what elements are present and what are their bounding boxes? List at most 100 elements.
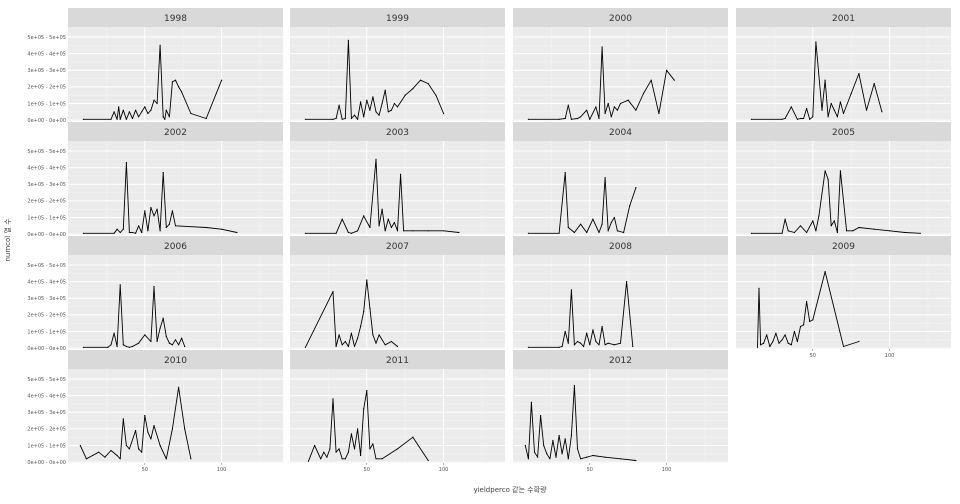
data-point: [122, 228, 124, 230]
plot-background: [513, 141, 728, 235]
facet-strip: [736, 236, 951, 255]
data-point: [153, 286, 155, 288]
data-point: [107, 346, 109, 348]
data-point: [836, 231, 839, 234]
data-point: [595, 106, 597, 108]
data-point: [178, 386, 180, 388]
data-point: [595, 340, 597, 343]
facet-strip: [68, 350, 283, 369]
data-point: [353, 114, 356, 116]
y-tick-label: 3e+05 - 3e+05: [27, 410, 66, 416]
data-point: [576, 448, 579, 450]
data-point: [144, 415, 146, 417]
data-point: [82, 232, 84, 234]
data-point: [858, 226, 860, 229]
data-point: [384, 230, 386, 232]
data-point: [781, 339, 783, 341]
data-point: [381, 102, 383, 105]
data-point: [168, 116, 170, 118]
facet-panel-2011: 2011 50 100: [290, 350, 505, 473]
data-point: [567, 104, 569, 106]
data-point: [393, 102, 395, 105]
plot-background: [736, 27, 951, 121]
data-point: [427, 230, 429, 232]
data-point: [784, 117, 786, 120]
data-point: [396, 345, 399, 348]
data-point: [839, 170, 842, 172]
data-point: [125, 444, 127, 447]
data-point: [168, 342, 170, 344]
data-point: [842, 345, 845, 348]
data-point: [363, 116, 365, 118]
data-point: [384, 344, 386, 346]
data-point: [833, 220, 835, 222]
series-line-2006: [83, 284, 186, 348]
data-point: [524, 444, 526, 447]
facet-strip-label: 2004: [609, 128, 632, 138]
data-point: [372, 443, 374, 445]
facet-strip: [513, 122, 728, 141]
data-point: [756, 346, 759, 348]
data-point: [412, 230, 414, 232]
data-point: [443, 112, 445, 115]
data-point: [122, 109, 124, 111]
data-point: [613, 106, 616, 108]
data-point: [150, 109, 152, 111]
data-point: [236, 231, 238, 234]
data-point: [350, 332, 352, 334]
data-point: [159, 44, 161, 46]
data-point: [156, 208, 158, 210]
data-point: [592, 454, 594, 457]
data-point: [763, 342, 765, 344]
data-point: [347, 231, 349, 234]
facet-strip-label: 1999: [386, 14, 409, 24]
facet-panel-2003: 2003: [290, 122, 505, 235]
data-point: [616, 230, 619, 232]
data-point: [147, 230, 149, 232]
data-point: [326, 456, 328, 458]
data-point: [344, 117, 346, 120]
data-point: [527, 346, 530, 348]
data-point: [372, 96, 374, 98]
data-point: [629, 205, 631, 207]
data-point: [79, 444, 81, 447]
data-point: [375, 111, 377, 113]
data-point: [570, 434, 573, 437]
data-point: [400, 173, 402, 175]
facet-panel-1998: 1998 0e+00 - 0e+00 1e+05 - 1e+05 2e+05 - 2e…: [27, 8, 283, 124]
data-point: [607, 102, 609, 105]
plot-background: [513, 27, 728, 121]
data-point: [658, 112, 660, 115]
data-point: [147, 431, 149, 433]
facet-strip: [290, 350, 505, 369]
data-point: [320, 458, 322, 460]
facet-strip: [736, 122, 951, 141]
data-point: [190, 112, 192, 115]
y-tick-label: 1e+05 - 1e+05: [27, 101, 66, 107]
data-point: [793, 231, 796, 234]
y-tick-label: 4e+05 - 4e+05: [27, 393, 66, 399]
data-point: [632, 345, 634, 348]
data-point: [558, 346, 560, 348]
data-point: [360, 454, 362, 457]
data-point: [404, 94, 406, 96]
data-point: [369, 226, 371, 229]
data-point: [304, 118, 306, 120]
data-point: [128, 111, 130, 113]
data-point: [171, 428, 173, 430]
facet-strip: [68, 122, 283, 141]
data-point: [760, 344, 762, 346]
y-tick-label: 2e+05 - 2e+05: [27, 85, 66, 91]
data-point: [338, 104, 340, 106]
data-point: [598, 231, 600, 234]
facet-strip: [290, 8, 505, 27]
facet-strip-label: 2008: [609, 242, 632, 252]
data-point: [815, 230, 817, 232]
data-point: [153, 99, 155, 101]
data-point: [558, 232, 560, 234]
data-point: [564, 438, 566, 440]
data-point: [527, 458, 530, 460]
data-point: [159, 230, 161, 232]
data-point: [171, 210, 173, 212]
data-point: [607, 342, 609, 344]
